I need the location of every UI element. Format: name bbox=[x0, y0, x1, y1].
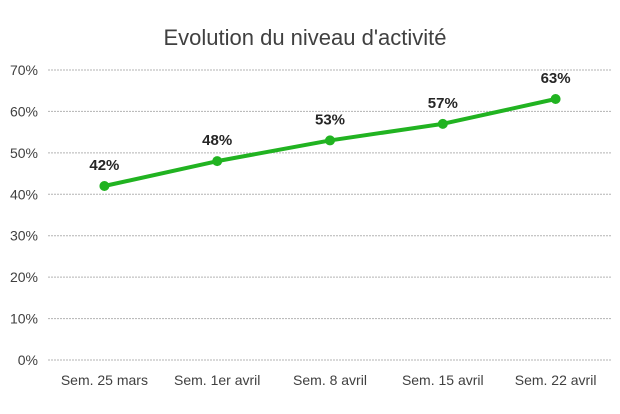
data-label: 48% bbox=[202, 132, 232, 149]
data-label: 63% bbox=[541, 70, 571, 87]
y-tick-label: 20% bbox=[10, 269, 38, 285]
series-layer bbox=[99, 94, 561, 191]
data-label: 53% bbox=[315, 111, 345, 128]
y-axis-tick-labels: 0% 10% 20% 30% 40% 50% 60% 70% bbox=[10, 62, 38, 368]
data-point bbox=[325, 135, 335, 146]
x-tick-label: Sem. 25 mars bbox=[61, 372, 148, 388]
y-tick-label: 50% bbox=[10, 145, 38, 161]
y-tick-label: 70% bbox=[10, 62, 38, 78]
data-point bbox=[212, 156, 223, 167]
y-tick-label: 30% bbox=[10, 228, 38, 244]
data-point bbox=[550, 94, 561, 104]
x-tick-label: Sem. 15 avril bbox=[402, 372, 484, 388]
data-label: 42% bbox=[89, 157, 119, 174]
y-tick-label: 40% bbox=[10, 186, 38, 202]
x-tick-label: Sem. 8 avril bbox=[293, 372, 367, 388]
gridlines bbox=[48, 69, 612, 361]
x-tick-label: Sem. 22 avril bbox=[515, 372, 597, 388]
data-point bbox=[437, 118, 448, 129]
y-tick-label: 60% bbox=[10, 103, 38, 119]
data-labels: 42% 48% 53% 57% 63% bbox=[89, 70, 570, 174]
y-tick-label: 10% bbox=[10, 311, 38, 327]
x-axis-tick-labels: Sem. 25 mars Sem. 1er avril Sem. 8 avril Se… bbox=[61, 372, 597, 388]
data-point bbox=[99, 181, 110, 191]
x-tick-label: Sem. 1er avril bbox=[174, 372, 260, 388]
y-tick-label: 0% bbox=[18, 352, 38, 368]
chart-title: Evolution du niveau d'activité bbox=[163, 25, 446, 50]
data-label: 57% bbox=[428, 95, 458, 112]
